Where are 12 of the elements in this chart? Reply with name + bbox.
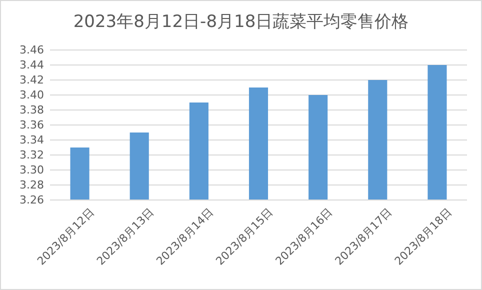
- y-tick-label: 3.28: [20, 178, 44, 192]
- y-tick-label: 3.42: [20, 74, 44, 87]
- y-tick-label: 3.46: [20, 44, 44, 57]
- chart-title: 2023年8月12日-8月18日蔬菜平均零售价格: [73, 12, 409, 32]
- y-tick-label: 3.26: [20, 194, 44, 207]
- y-tick-label: 3.32: [20, 148, 44, 162]
- y-tick-label: 3.44: [20, 58, 44, 72]
- y-tick-label: 3.36: [20, 118, 44, 132]
- y-tick-label: 3.38: [20, 104, 44, 117]
- y-tick-label: 3.30: [20, 164, 44, 177]
- y-tick-label: 3.40: [20, 88, 44, 102]
- y-tick-label: 3.34: [20, 134, 44, 147]
